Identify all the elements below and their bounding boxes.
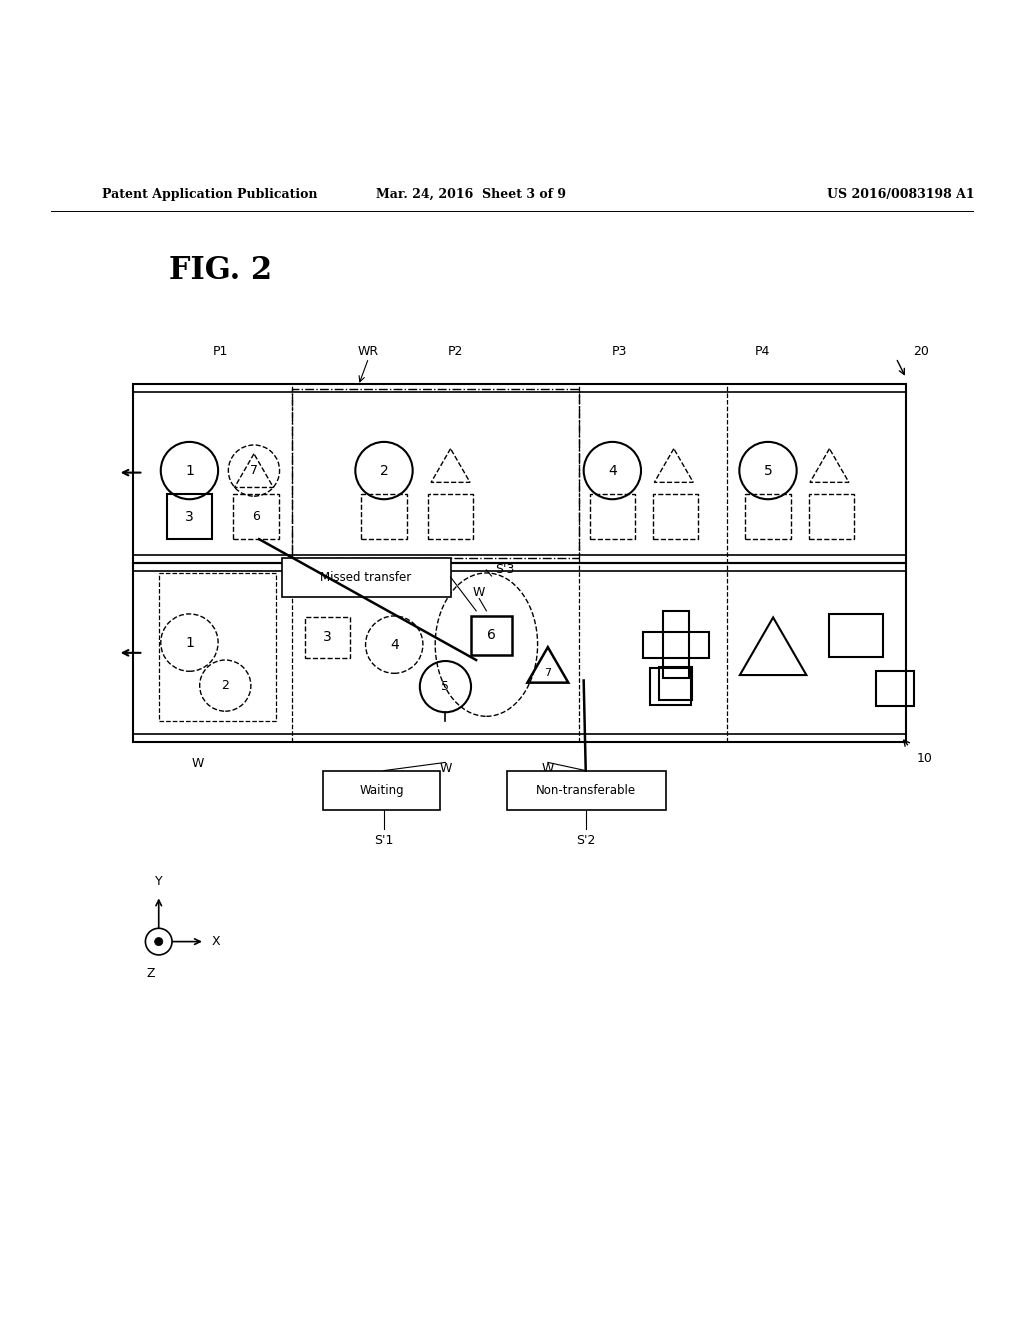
Text: X: X [212,935,220,948]
Text: S'1: S'1 [375,834,393,847]
Text: S'3: S'3 [496,564,515,576]
Text: Patent Application Publication: Patent Application Publication [102,187,317,201]
Text: 5: 5 [441,680,450,693]
Text: 7: 7 [250,465,258,477]
Bar [292,388,579,557]
Text: 2: 2 [221,678,229,692]
FancyBboxPatch shape [282,557,451,597]
Text: WR: WR [358,345,379,358]
Text: 7: 7 [545,668,551,678]
Text: W: W [542,763,554,775]
Text: 10: 10 [916,752,933,766]
Text: W: W [439,763,452,775]
Text: 6: 6 [252,510,260,523]
Text: 3: 3 [324,631,332,644]
Text: Y: Y [155,875,163,888]
FancyBboxPatch shape [323,771,440,809]
Text: Mar. 24, 2016  Sheet 3 of 9: Mar. 24, 2016 Sheet 3 of 9 [376,187,566,201]
Text: P1: P1 [212,345,228,358]
Circle shape [145,928,172,954]
Circle shape [155,937,163,945]
Text: S'2: S'2 [577,834,595,847]
Text: 1: 1 [185,463,194,478]
Text: P3: P3 [611,345,628,358]
Text: Z: Z [146,968,155,981]
Text: 1: 1 [185,636,194,649]
Text: 4: 4 [390,638,398,652]
Text: 20: 20 [913,345,930,358]
Text: US 2016/0083198 A1: US 2016/0083198 A1 [827,187,975,201]
Text: 2: 2 [380,463,388,478]
Text: W: W [473,586,485,598]
Text: P4: P4 [755,345,771,358]
Text: 5: 5 [764,463,772,478]
Text: P2: P2 [447,345,464,358]
Text: 6: 6 [487,628,496,643]
Text: Waiting: Waiting [359,784,403,796]
Text: 3: 3 [185,510,194,524]
Text: 4: 4 [608,463,616,478]
Text: Non-transferable: Non-transferable [537,784,636,796]
Text: Missed transfer: Missed transfer [321,570,412,583]
Text: FIG. 2: FIG. 2 [169,255,272,286]
FancyBboxPatch shape [507,771,666,809]
Text: W: W [191,758,204,771]
